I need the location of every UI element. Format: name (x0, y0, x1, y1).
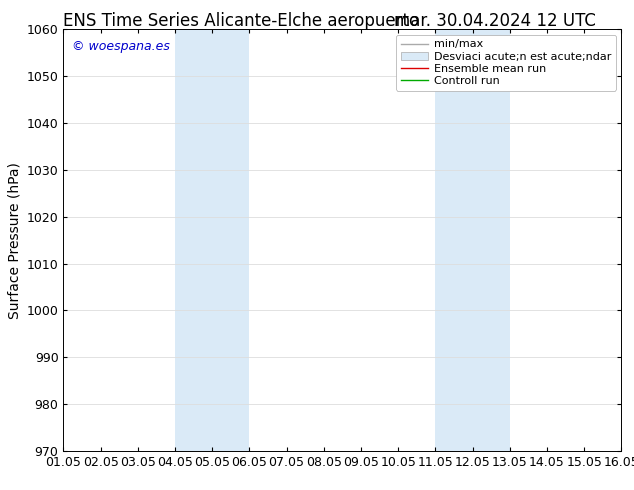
Bar (175, 29, 249, 451)
Text: mar. 30.04.2024 12 UTC: mar. 30.04.2024 12 UTC (394, 12, 595, 30)
Y-axis label: Surface Pressure (hPa): Surface Pressure (hPa) (7, 162, 21, 318)
Bar (436, 29, 510, 451)
Text: © woespana.es: © woespana.es (72, 40, 170, 53)
Text: ENS Time Series Alicante-Elche aeropuerto: ENS Time Series Alicante-Elche aeropuert… (63, 12, 419, 30)
Legend: min/max, Desviaci acute;n est acute;ndar, Ensemble mean run, Controll run: min/max, Desviaci acute;n est acute;ndar… (396, 35, 616, 91)
